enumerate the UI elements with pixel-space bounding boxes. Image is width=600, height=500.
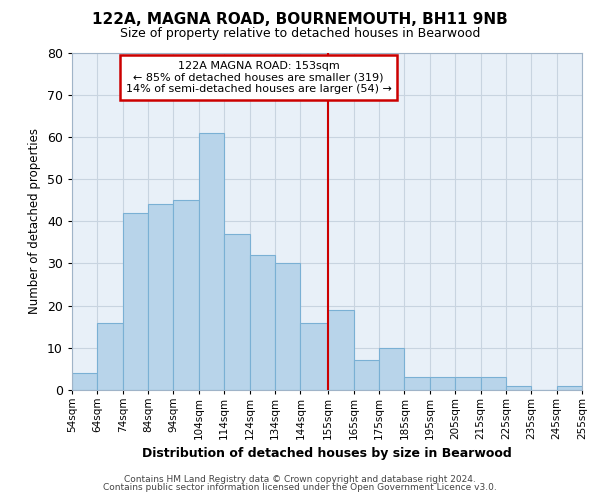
Bar: [173, 200, 199, 390]
Bar: [379, 348, 404, 390]
Bar: [275, 264, 301, 390]
Bar: [199, 132, 224, 390]
Bar: [250, 255, 275, 390]
Bar: [148, 204, 173, 390]
Bar: [353, 360, 379, 390]
Bar: [301, 322, 328, 390]
Bar: [224, 234, 250, 390]
Bar: [328, 310, 353, 390]
Bar: [455, 378, 481, 390]
Bar: [72, 373, 97, 390]
Bar: [430, 378, 455, 390]
Bar: [97, 322, 123, 390]
Bar: [404, 378, 430, 390]
Text: 122A, MAGNA ROAD, BOURNEMOUTH, BH11 9NB: 122A, MAGNA ROAD, BOURNEMOUTH, BH11 9NB: [92, 12, 508, 28]
Y-axis label: Number of detached properties: Number of detached properties: [28, 128, 41, 314]
Bar: [123, 213, 148, 390]
Text: Contains HM Land Registry data © Crown copyright and database right 2024.: Contains HM Land Registry data © Crown c…: [124, 475, 476, 484]
X-axis label: Distribution of detached houses by size in Bearwood: Distribution of detached houses by size …: [142, 448, 512, 460]
Text: Size of property relative to detached houses in Bearwood: Size of property relative to detached ho…: [120, 28, 480, 40]
Bar: [557, 386, 582, 390]
Text: Contains public sector information licensed under the Open Government Licence v3: Contains public sector information licen…: [103, 483, 497, 492]
Bar: [481, 378, 506, 390]
Bar: [506, 386, 531, 390]
Text: 122A MAGNA ROAD: 153sqm
← 85% of detached houses are smaller (319)
14% of semi-d: 122A MAGNA ROAD: 153sqm ← 85% of detache…: [125, 61, 391, 94]
